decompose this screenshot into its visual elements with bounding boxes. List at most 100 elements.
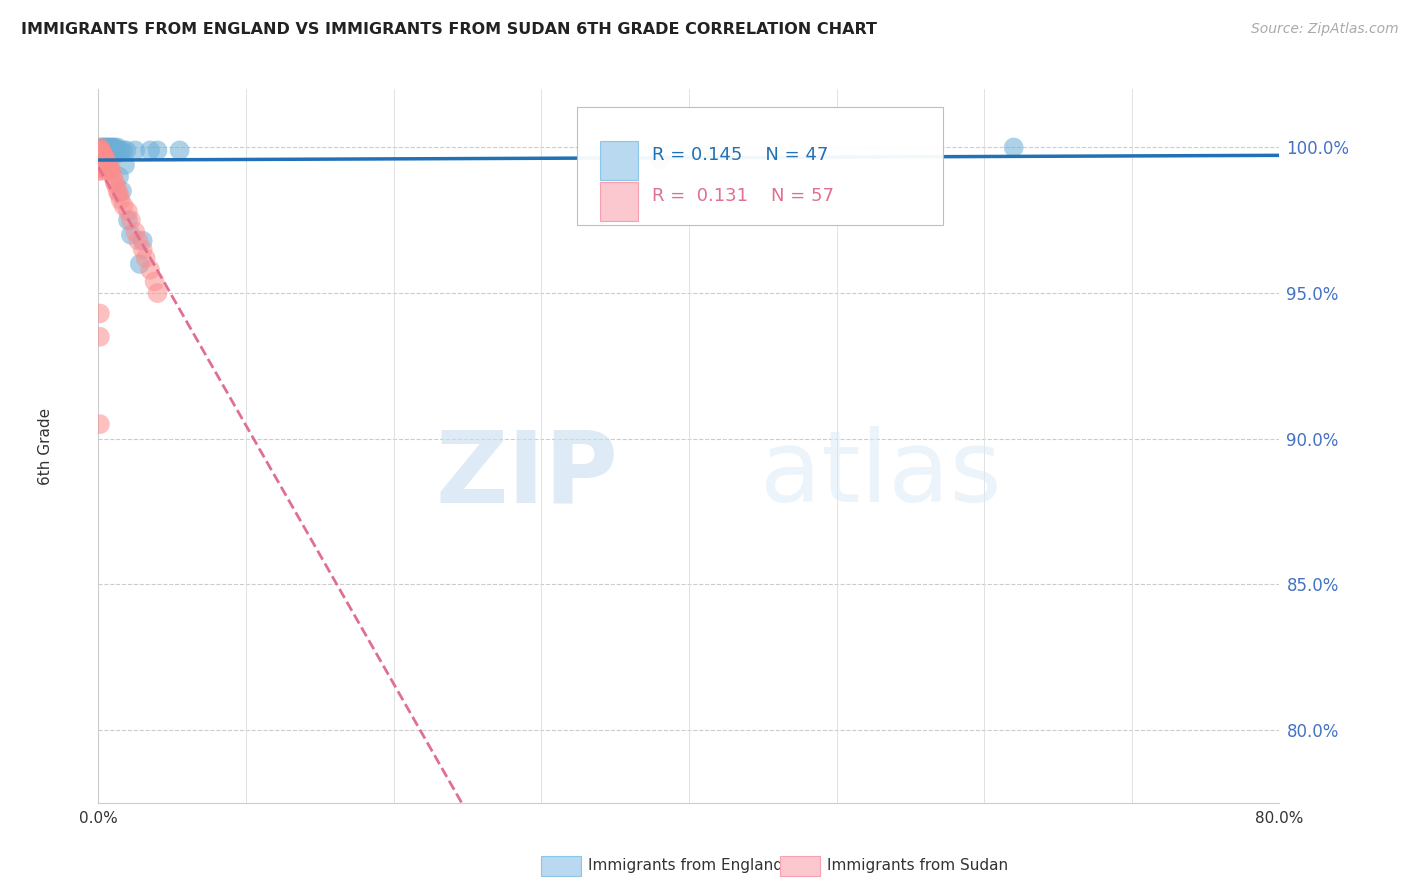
Point — [98, 146, 121, 161]
Point — [93, 144, 115, 158]
Point — [110, 144, 132, 158]
Point — [146, 286, 169, 301]
Point — [89, 146, 111, 161]
Point — [93, 140, 115, 154]
Point — [93, 152, 115, 166]
Point — [94, 149, 117, 163]
Text: atlas: atlas — [759, 426, 1001, 523]
Point — [90, 152, 112, 166]
Point — [139, 144, 162, 158]
Point — [139, 262, 162, 277]
Point — [90, 140, 112, 154]
Point — [98, 140, 121, 154]
Point — [89, 140, 111, 154]
Point — [127, 234, 149, 248]
Point — [93, 161, 115, 175]
Text: Immigrants from England: Immigrants from England — [588, 858, 783, 872]
Point — [89, 149, 111, 163]
Point — [90, 146, 112, 161]
Point — [94, 146, 117, 161]
Point — [1002, 140, 1025, 154]
Point — [143, 275, 166, 289]
Text: R = 0.145    N = 47: R = 0.145 N = 47 — [652, 146, 828, 164]
Point — [89, 417, 111, 432]
Point — [97, 146, 120, 161]
Point — [169, 144, 191, 158]
Point — [115, 144, 138, 158]
Text: ZIP: ZIP — [436, 426, 619, 523]
Point — [89, 146, 111, 161]
Point — [90, 155, 112, 169]
FancyBboxPatch shape — [600, 141, 638, 180]
Point — [100, 144, 122, 158]
Point — [132, 243, 155, 257]
Point — [105, 144, 128, 158]
Point — [89, 144, 111, 158]
Point — [97, 163, 120, 178]
Point — [93, 155, 115, 169]
Point — [104, 175, 127, 189]
Point — [90, 158, 112, 172]
Point — [89, 163, 111, 178]
Point — [89, 158, 111, 172]
Point — [128, 257, 150, 271]
Point — [89, 144, 111, 158]
Point — [108, 169, 131, 184]
Point — [117, 204, 139, 219]
Point — [107, 184, 129, 198]
Point — [96, 146, 118, 161]
Text: IMMIGRANTS FROM ENGLAND VS IMMIGRANTS FROM SUDAN 6TH GRADE CORRELATION CHART: IMMIGRANTS FROM ENGLAND VS IMMIGRANTS FR… — [21, 22, 877, 37]
FancyBboxPatch shape — [600, 182, 638, 221]
Point — [105, 178, 128, 193]
Point — [97, 140, 120, 154]
FancyBboxPatch shape — [576, 107, 943, 225]
Point — [94, 140, 117, 154]
Text: R =  0.131    N = 57: R = 0.131 N = 57 — [652, 186, 834, 205]
Point — [90, 149, 112, 163]
Text: Source: ZipAtlas.com: Source: ZipAtlas.com — [1251, 22, 1399, 37]
Point — [94, 152, 117, 166]
Point — [104, 140, 127, 154]
Point — [96, 155, 118, 169]
Point — [91, 146, 114, 161]
Point — [93, 149, 115, 163]
Point — [120, 213, 142, 227]
Point — [96, 161, 118, 175]
Point — [90, 161, 112, 175]
Point — [103, 146, 125, 161]
Point — [93, 146, 115, 161]
Point — [146, 144, 169, 158]
Point — [94, 161, 117, 175]
Point — [100, 140, 122, 154]
Point — [89, 152, 111, 166]
Point — [114, 158, 136, 172]
Point — [89, 306, 111, 320]
Point — [648, 152, 671, 166]
Point — [91, 155, 114, 169]
Point — [120, 227, 142, 242]
Point — [89, 155, 111, 169]
Point — [97, 144, 120, 158]
Point — [90, 146, 112, 161]
Point — [108, 187, 131, 202]
Point — [89, 152, 111, 166]
Point — [107, 146, 129, 161]
Point — [96, 144, 118, 158]
Point — [107, 140, 129, 154]
Point — [91, 144, 114, 158]
Point — [89, 149, 111, 163]
Point — [91, 146, 114, 161]
Text: 6th Grade: 6th Grade — [38, 408, 53, 484]
Point — [124, 225, 146, 239]
Point — [98, 161, 121, 175]
Point — [132, 234, 155, 248]
Point — [89, 330, 111, 344]
Point — [100, 163, 122, 178]
Point — [111, 184, 134, 198]
Point — [91, 152, 114, 166]
Point — [112, 144, 135, 158]
Text: Immigrants from Sudan: Immigrants from Sudan — [827, 858, 1008, 872]
Point — [90, 144, 112, 158]
Point — [98, 144, 121, 158]
Point — [117, 213, 139, 227]
